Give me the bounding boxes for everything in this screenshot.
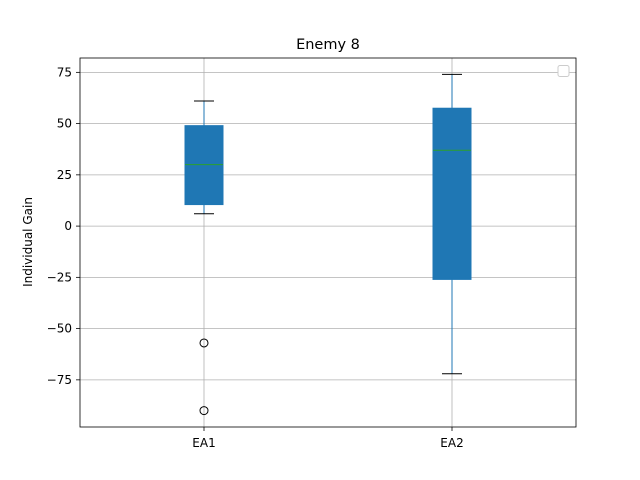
- y-tick-label: −25: [47, 270, 72, 284]
- y-tick-label: 0: [64, 219, 72, 233]
- legend: [557, 65, 570, 77]
- x-tick-label: EA1: [192, 436, 215, 450]
- y-tick-label: 50: [57, 117, 72, 131]
- iqr-box: [432, 107, 472, 280]
- boxes: [184, 73, 472, 416]
- y-tick-label: −50: [47, 322, 72, 336]
- y-axis-label: Individual Gain: [21, 197, 35, 287]
- y-tick-label: 25: [57, 168, 72, 182]
- x-tick-label: EA2: [440, 436, 463, 450]
- y-tick-label: 75: [57, 65, 72, 79]
- axes: 75 50 25 0 −25 −50 −75 EA1 EA2: [47, 65, 464, 450]
- y-tick-label: −75: [47, 373, 72, 387]
- box-group: [432, 73, 472, 375]
- chart-title: Enemy 8: [296, 37, 360, 53]
- iqr-box: [184, 125, 224, 206]
- legend-box: [557, 65, 570, 77]
- outlier-point: [199, 406, 209, 416]
- plot-frame: [79, 57, 577, 428]
- box-group: [184, 100, 224, 416]
- outlier-point: [199, 338, 209, 348]
